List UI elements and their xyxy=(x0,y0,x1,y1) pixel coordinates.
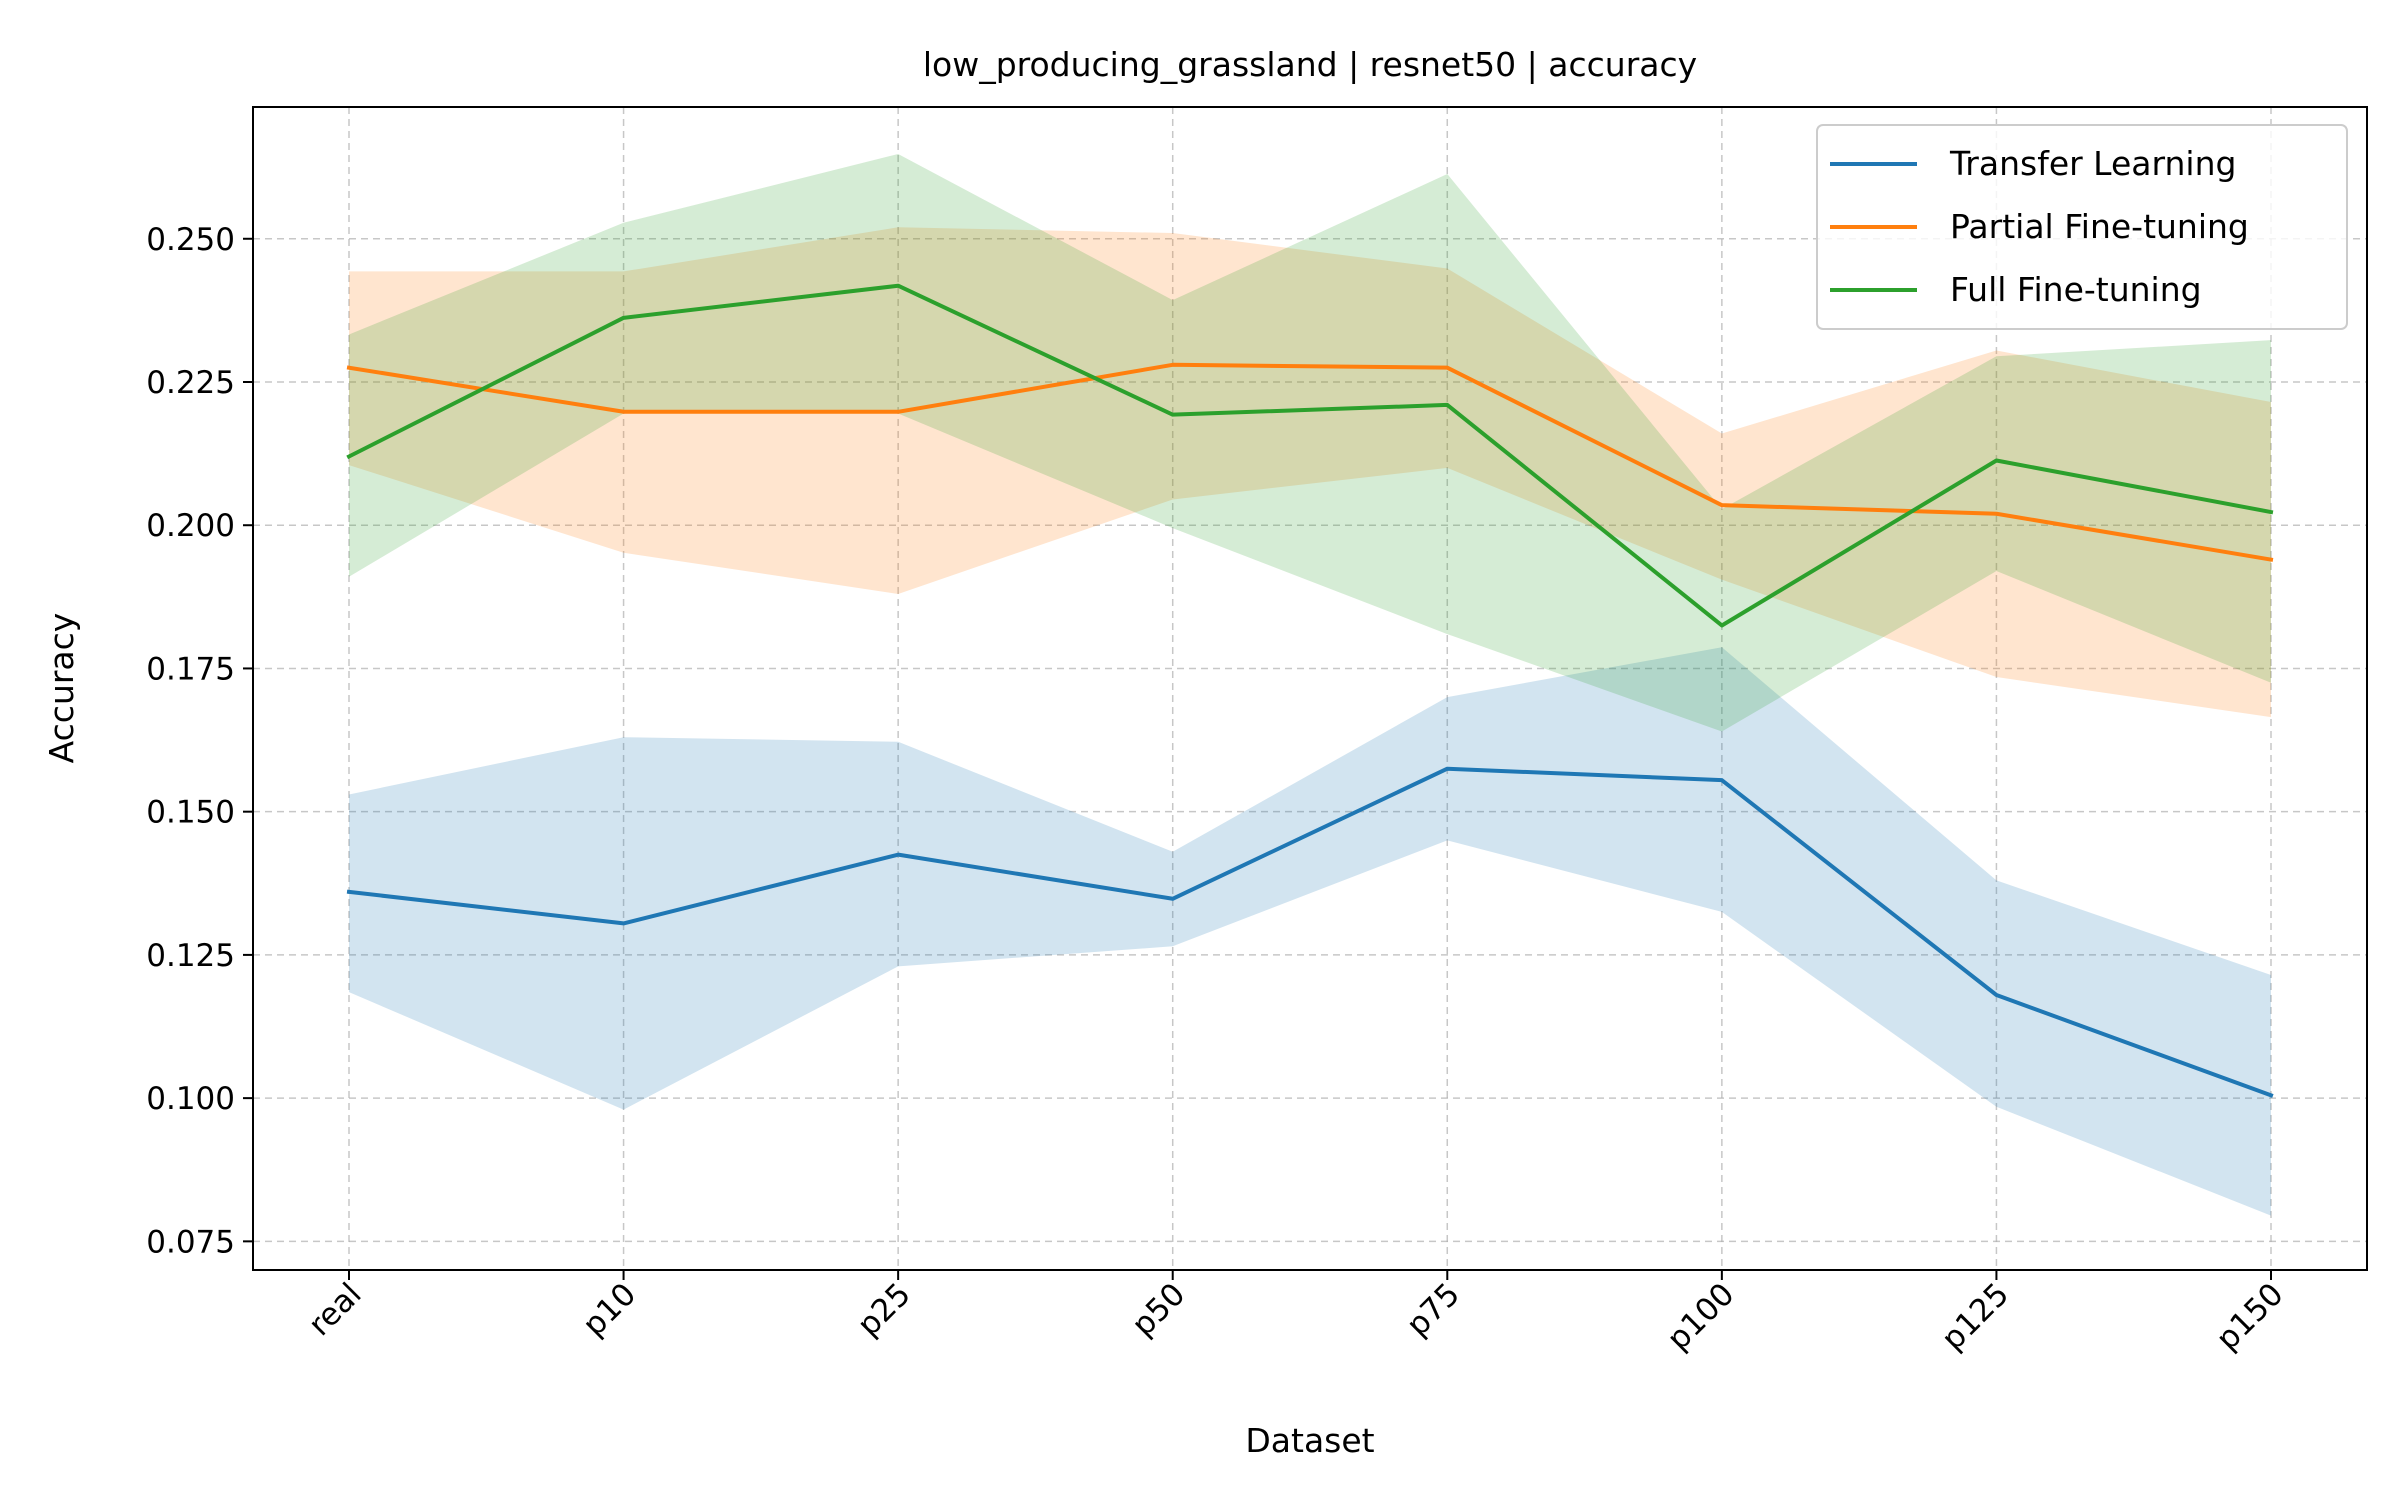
y-axis-label: Accuracy xyxy=(42,613,81,764)
series-line xyxy=(346,283,2274,628)
plot-frame xyxy=(252,106,2368,1271)
grid-lines xyxy=(253,107,2367,1270)
legend-label: Full Fine-tuning xyxy=(1950,270,2202,309)
chart-title: low_producing_grassland | resnet50 | acc… xyxy=(923,45,1697,84)
confidence-band xyxy=(349,153,2271,732)
y-tick-label: 0.150 xyxy=(146,795,235,831)
y-tick-label: 0.100 xyxy=(146,1081,235,1117)
y-tick-label: 0.250 xyxy=(146,222,235,258)
y-tick-label: 0.075 xyxy=(146,1224,235,1260)
confidence-band xyxy=(349,647,2271,1216)
confidence-band xyxy=(349,227,2271,718)
legend-label: Partial Fine-tuning xyxy=(1950,207,2249,246)
series-lines xyxy=(346,283,2274,1098)
legend-label: Transfer Learning xyxy=(1949,144,2236,183)
y-tick-label: 0.225 xyxy=(146,365,235,401)
series-line xyxy=(346,362,2274,562)
y-tick-label: 0.175 xyxy=(146,651,235,687)
legend-box xyxy=(1816,124,2348,330)
y-tick-label: 0.125 xyxy=(146,938,235,974)
x-axis-label: Dataset xyxy=(1245,1421,1374,1460)
confidence-bands xyxy=(349,153,2271,1216)
legend: Transfer Learning Partial Fine-tuning Full… xyxy=(1816,124,2348,330)
y-tick-label: 0.200 xyxy=(146,508,235,544)
series-line xyxy=(346,766,2274,1098)
